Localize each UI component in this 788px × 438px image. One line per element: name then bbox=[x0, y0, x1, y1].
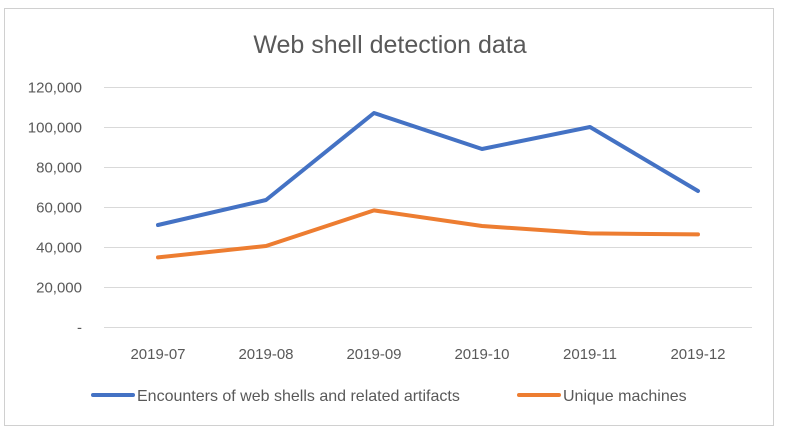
chart-title: Web shell detection data bbox=[253, 31, 526, 59]
legend-label: Unique machines bbox=[563, 388, 687, 405]
x-tick-label: 2019-10 bbox=[454, 346, 509, 363]
x-tick-label: 2019-07 bbox=[130, 346, 185, 363]
chart-frame bbox=[4, 8, 774, 426]
legend: Encounters of web shells and related art… bbox=[91, 388, 687, 405]
x-tick-label: 2019-11 bbox=[563, 346, 617, 363]
y-tick-label: 80,000 bbox=[36, 160, 82, 177]
x-axis-ticks: 2019-07 2019-08 2019-09 2019-10 2019-11 2019-… bbox=[130, 346, 725, 363]
y-tick-label: 60,000 bbox=[36, 200, 82, 217]
x-tick-label: 2019-12 bbox=[670, 346, 725, 363]
y-axis-ticks: - 20,000 40,000 60,000 80,000 100,000 120,000 bbox=[28, 80, 82, 337]
x-tick-label: 2019-08 bbox=[238, 346, 293, 363]
gridlines bbox=[104, 87, 752, 328]
y-tick-label: 100,000 bbox=[28, 120, 82, 137]
legend-label: Encounters of web shells and related art… bbox=[137, 388, 460, 405]
series-line-1 bbox=[156, 208, 700, 260]
y-tick-label: 40,000 bbox=[36, 240, 82, 257]
series-line-0 bbox=[156, 111, 700, 227]
y-tick-label: 20,000 bbox=[36, 280, 82, 297]
series-lines bbox=[156, 111, 700, 260]
y-tick-label: - bbox=[77, 320, 82, 337]
x-tick-label: 2019-09 bbox=[346, 346, 401, 363]
y-tick-label: 120,000 bbox=[28, 80, 82, 97]
